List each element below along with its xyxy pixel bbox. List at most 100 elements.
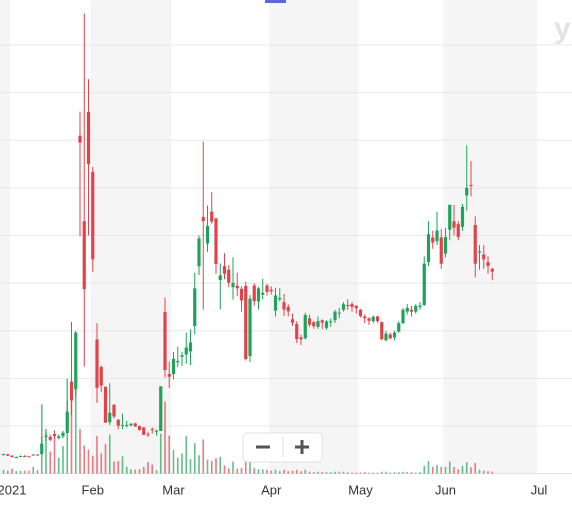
candle-body	[235, 285, 239, 289]
volume-bar	[325, 472, 328, 474]
volume-bar	[113, 461, 115, 474]
volume-bar	[478, 469, 481, 474]
grid	[0, 44, 572, 475]
volume-bar	[219, 456, 222, 474]
volume-bar	[159, 433, 162, 474]
volume-bar	[440, 466, 443, 474]
candle-body	[282, 302, 286, 310]
candle-body	[44, 435, 48, 437]
volume-bar	[210, 461, 213, 474]
candle-body	[108, 412, 112, 423]
volume-bar	[232, 461, 234, 474]
volume-bar	[393, 472, 396, 474]
candle-layer	[1, 13, 494, 459]
candle-body	[57, 436, 61, 438]
volume-bar	[491, 471, 494, 474]
volume-bar	[470, 467, 472, 474]
candle-body	[316, 321, 320, 327]
candle-body	[99, 366, 103, 386]
candle-body	[201, 216, 205, 222]
volume-bar	[19, 470, 22, 474]
candle-body	[307, 318, 312, 325]
volume-bar	[57, 457, 60, 474]
volume-bar	[142, 466, 145, 474]
volume-bar	[206, 459, 209, 474]
candle-body	[184, 347, 188, 355]
candle-body	[431, 237, 435, 243]
volume-bar	[70, 388, 73, 474]
candle-body	[371, 316, 375, 322]
volume-bar	[130, 469, 132, 474]
candle-body	[473, 224, 477, 264]
candle-body	[14, 457, 18, 459]
volume-bar	[79, 428, 81, 474]
volume-bar	[134, 469, 137, 474]
candle-body	[252, 285, 256, 302]
volume-bar	[53, 438, 56, 474]
volume-bar	[49, 451, 52, 474]
volume-bar	[283, 469, 285, 474]
candle-body	[180, 355, 184, 357]
volume-bar	[45, 428, 47, 474]
candle-body	[333, 311, 337, 321]
candle-body	[261, 292, 265, 295]
candle-body	[380, 322, 384, 340]
candle-body	[469, 184, 473, 186]
volume-bar	[359, 472, 362, 474]
candle-body	[269, 289, 273, 292]
volume-bar	[453, 466, 455, 474]
zoom-out-button[interactable]	[244, 434, 282, 461]
candle-body	[278, 297, 282, 300]
volume-bar	[389, 472, 392, 474]
volume-bar	[312, 472, 315, 474]
candle-body	[222, 266, 227, 274]
zoom-in-button[interactable]	[284, 434, 321, 461]
candle-body	[265, 285, 269, 292]
candle-body	[422, 263, 426, 306]
volume-bar	[198, 455, 200, 474]
candle-body	[486, 262, 490, 266]
candle-body	[78, 135, 82, 143]
volume-bar	[474, 463, 477, 474]
candle-body	[35, 454, 40, 456]
volume-bar	[257, 469, 260, 474]
scroll-handle[interactable]	[265, 0, 286, 3]
volume-bar	[236, 468, 239, 474]
volume-bar	[308, 471, 311, 474]
candle-body	[210, 211, 214, 222]
volume-bar	[457, 469, 460, 474]
candle-body	[146, 434, 150, 436]
candle-body	[150, 429, 154, 431]
candle-body	[401, 309, 405, 324]
candle-body	[31, 454, 35, 456]
candle-body	[137, 426, 142, 430]
volume-bar	[270, 470, 273, 474]
volume-bar	[164, 401, 166, 474]
candle-body	[171, 358, 176, 375]
candle-body	[74, 332, 78, 390]
candle-body	[337, 312, 341, 314]
candle-body	[409, 309, 414, 312]
volume-bar	[304, 469, 307, 474]
volume-bar	[121, 456, 124, 474]
volume-bar	[321, 472, 324, 474]
volume-bar	[431, 466, 434, 474]
volume-bar	[15, 471, 18, 474]
volume-bar	[278, 471, 281, 474]
volume-bar	[215, 458, 217, 474]
volume-bar	[444, 466, 447, 474]
volume-bar	[448, 461, 451, 474]
candle-body	[465, 187, 469, 196]
volume-bar	[125, 466, 128, 474]
volume-bar	[147, 462, 149, 474]
volume-bar	[11, 468, 13, 474]
candle-body	[367, 318, 371, 321]
volume-bar	[176, 457, 179, 474]
volume-bar	[300, 471, 302, 474]
candle-body	[388, 334, 392, 339]
month-bands	[0, 0, 537, 474]
candle-body	[414, 305, 418, 312]
volume-bar	[74, 387, 77, 474]
volume-bar	[23, 470, 26, 474]
candle-body	[176, 361, 180, 363]
